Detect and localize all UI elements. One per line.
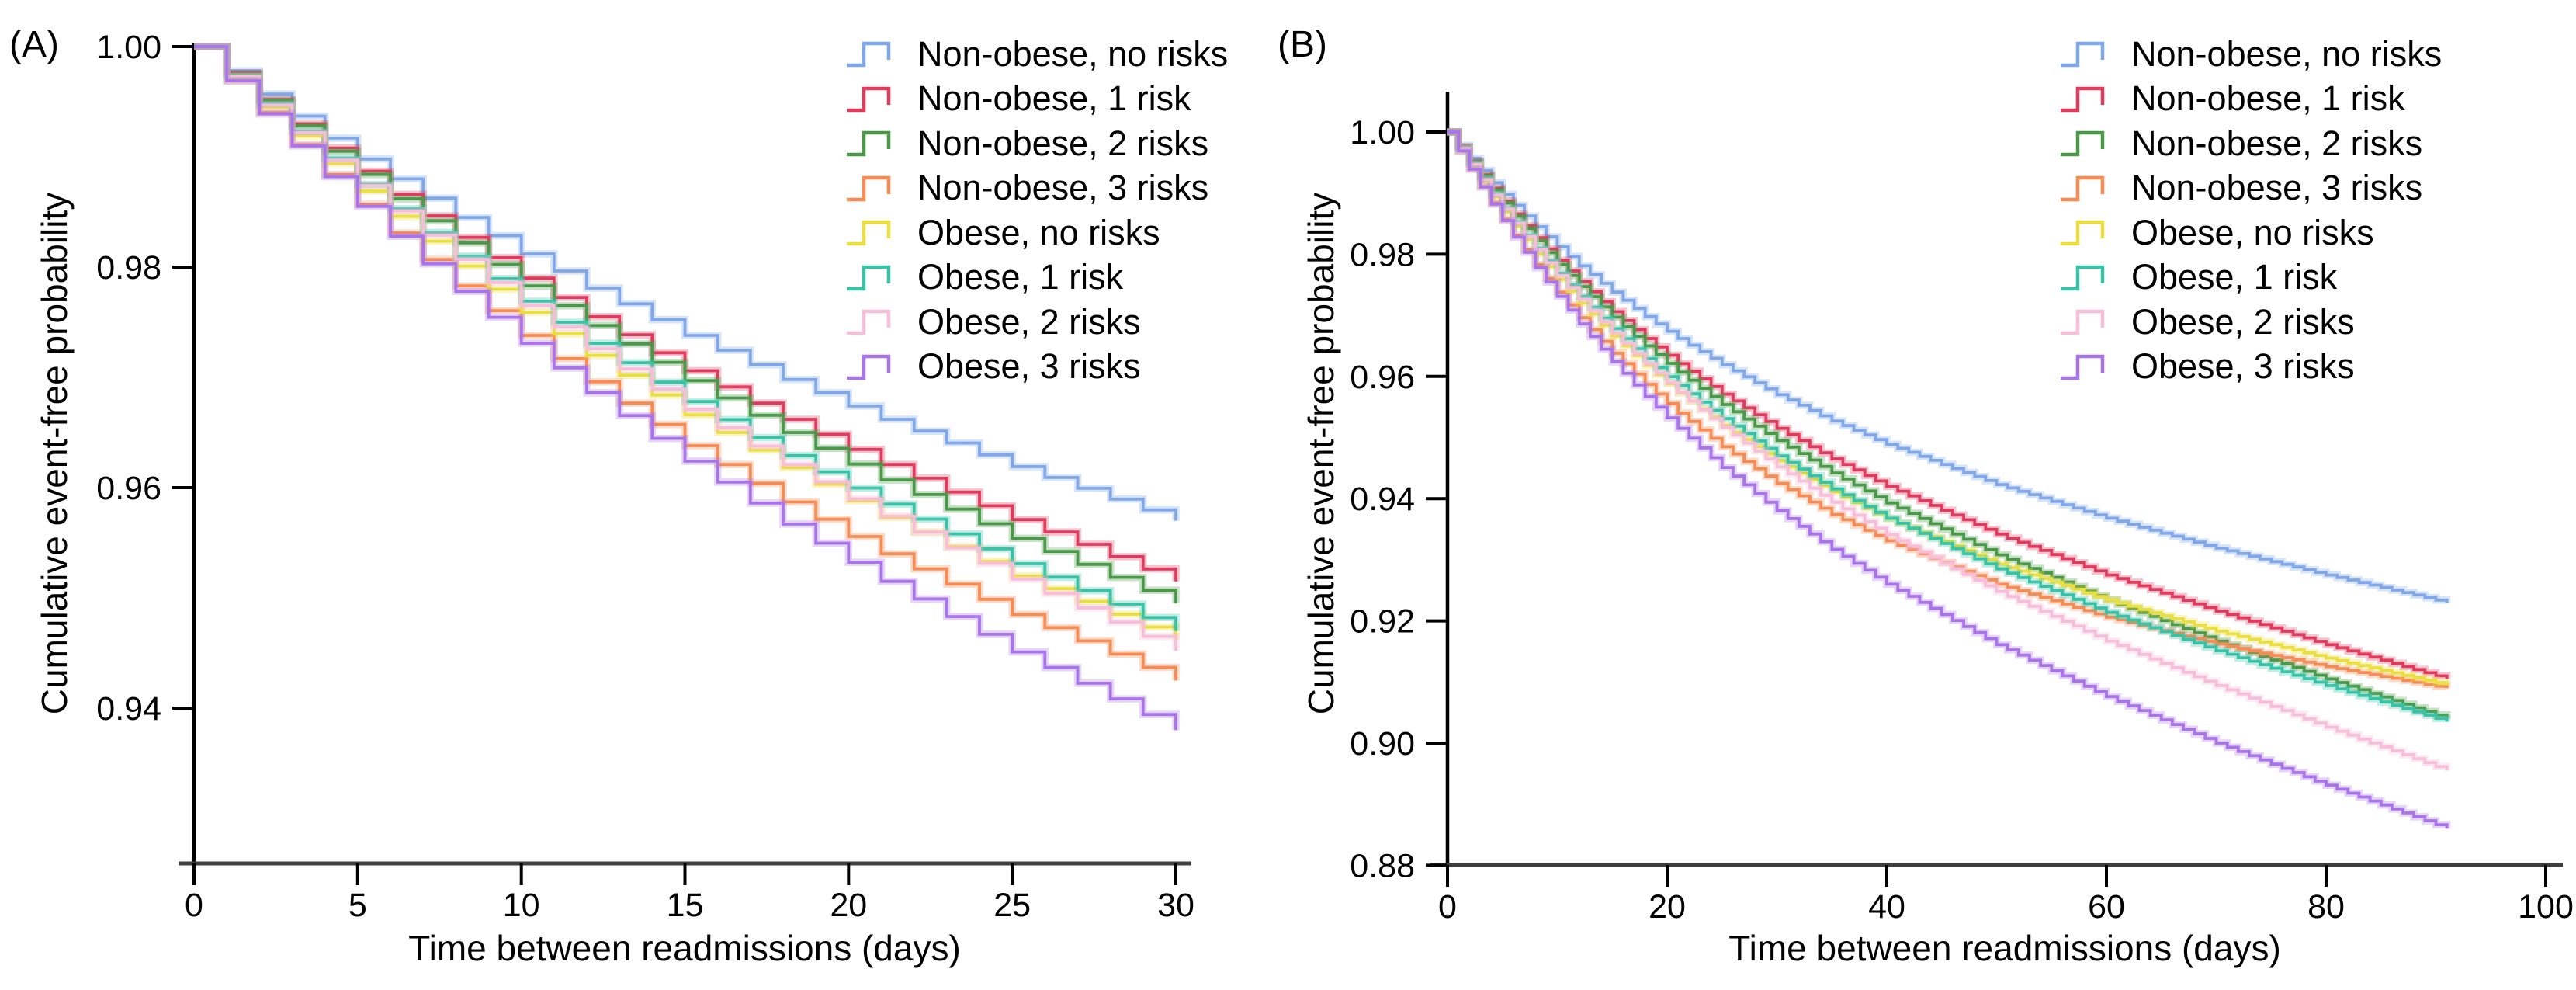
panel-a: 1.00 0.98 0.96 0.94 0 5 10 15 20 25 30 [96,29,1194,924]
survival-curve [1447,130,2449,722]
x-tick-label: 30 [1157,887,1194,924]
legend-item: Non-obese, 1 risk [2058,79,2405,118]
x-tick-label: 60 [2088,888,2125,926]
x-tick-label: 5 [348,887,367,924]
legend-label: Obese, 3 risks [2131,346,2355,386]
panel-b-label: (B) [1278,24,1327,65]
x-tick-label: 80 [2307,888,2345,926]
legend-item: Obese, 1 risk [844,258,1123,297]
legend-item: Non-obese, 3 risks [2058,168,2422,207]
legend-item: Obese, 2 risks [844,302,1141,341]
legend-item: Non-obese, 2 risks [2058,123,2422,162]
legend-label: Non-obese, 1 risk [2131,78,2405,118]
x-tick-label: 0 [1438,888,1457,926]
legend-item: Obese, 2 risks [2058,302,2355,341]
legend-label: Non-obese, no risks [917,33,1229,74]
survival-curve [1447,130,2449,771]
step-line-icon [2061,354,2105,380]
step-line-icon [2061,265,2105,290]
legend-item: Obese, 3 risks [2058,347,2355,386]
step-line-icon [2061,220,2105,246]
y-tick-label: 0.90 [1350,725,1415,762]
y-tick-label: 0.96 [96,470,161,507]
legend-label: Obese, 1 risk [2131,257,2338,297]
legend-label: Obese, 2 risks [2131,301,2355,342]
legend-item: Non-obese, no risks [844,34,1228,73]
legend-label: Obese, no risks [917,212,1160,252]
panel-a-x-axis-title: Time between readmissions (days) [408,928,961,968]
survival-curve [1447,130,2449,686]
panel-a-label: (A) [9,24,59,65]
step-line-icon [2061,41,2105,68]
survival-curve [1447,130,2449,679]
step-line-icon [847,265,891,290]
y-tick-label: 1.00 [1350,114,1415,151]
y-tick-label: 1.00 [96,29,161,66]
y-tick-label: 0.98 [1350,236,1415,273]
y-tick-label: 0.98 [96,249,161,287]
legend-label: Obese, 1 risk [917,257,1124,297]
x-tick-label: 25 [993,887,1031,924]
legend-label: Non-obese, no risks [2131,33,2443,74]
step-line-icon [847,220,891,246]
legend-label: Non-obese, 3 risks [917,168,1209,207]
y-tick-label: 0.94 [96,690,161,728]
survival-curve [194,45,1177,731]
y-tick-label: 0.96 [1350,359,1415,396]
survival-curve [1447,130,2449,603]
x-tick-label: 20 [830,887,867,924]
step-line-icon [847,130,891,157]
step-line-icon [847,86,891,112]
panel-b-y-axis-title: Cumulative event-free probability [1301,192,1341,715]
legend-item: Obese, 3 risks [844,347,1141,386]
legend-item: Obese, no risks [844,213,1160,252]
legend-item: Non-obese, no risks [2058,34,2442,73]
y-tick-label: 0.94 [1350,481,1415,518]
step-line-icon [2061,130,2105,157]
step-line-icon [847,354,891,380]
panel-b: 1.00 0.98 0.96 0.94 0.92 0.90 0.88 0 20 40 60 80 100 [1350,92,2574,926]
panel-b-x-axis-title: Time between readmissions (days) [1728,928,2281,968]
x-tick-label: 15 [667,887,704,924]
legend-label: Non-obese, 2 risks [917,123,1209,163]
y-tick-label: 0.92 [1350,603,1415,641]
legend-label: Obese, 2 risks [917,301,1141,342]
x-tick-label: 10 [503,887,540,924]
legend-item: Non-obese, 1 risk [844,79,1191,118]
survival-curve [1447,130,2449,719]
legend-label: Obese, 3 risks [917,346,1141,386]
step-line-icon [2061,175,2105,201]
step-line-icon [2061,86,2105,112]
panel-a-y-axis-title: Cumulative event-free probability [34,192,75,715]
legend-item: Non-obese, 2 risks [844,123,1208,162]
legend-item: Obese, 1 risk [2058,258,2337,297]
step-line-icon [847,175,891,201]
x-tick-label: 0 [185,887,203,924]
x-tick-label: 100 [2518,888,2574,926]
step-line-icon [847,41,891,68]
step-line-icon [2061,309,2105,335]
legend-label: Non-obese, 3 risks [2131,168,2423,207]
legend-item: Non-obese, 3 risks [844,168,1208,207]
legend-label: Obese, no risks [2131,212,2374,252]
legend-label: Non-obese, 1 risk [917,78,1191,118]
y-tick-label: 0.88 [1350,847,1415,884]
step-line-icon [847,309,891,335]
survival-curve [1447,130,2449,829]
legend-label: Non-obese, 2 risks [2131,123,2423,163]
x-tick-label: 40 [1868,888,1905,926]
x-tick-label: 20 [1649,888,1686,926]
legend-item: Obese, no risks [2058,213,2374,252]
